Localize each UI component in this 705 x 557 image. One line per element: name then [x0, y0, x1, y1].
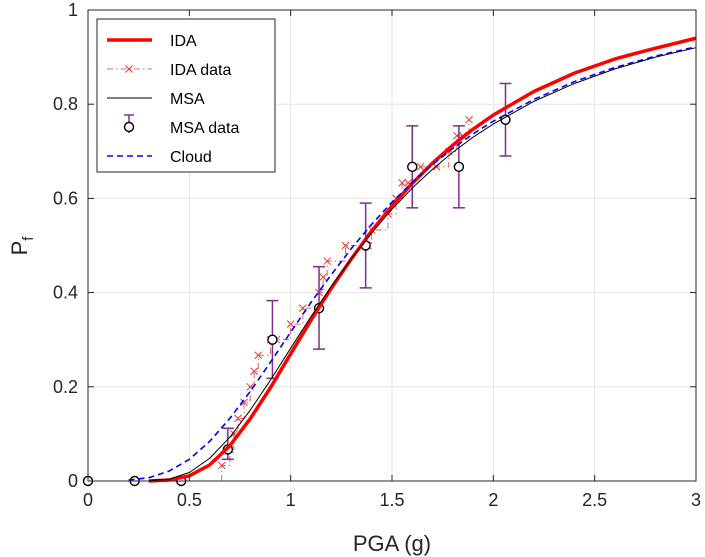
data-point: [407, 161, 418, 173]
y-tick-label: 1: [68, 0, 78, 20]
legend-swatch-marker: [125, 65, 133, 73]
x-tick-label: 2: [488, 490, 498, 510]
data-point: [267, 334, 278, 345]
series-layer: [82, 36, 697, 487]
data-point: [250, 367, 259, 376]
series-line: [148, 36, 697, 483]
legend-label: MSA: [170, 91, 205, 108]
legend-entry: MSA data: [123, 114, 239, 137]
data-point: [416, 162, 425, 171]
data-point: [319, 273, 327, 281]
x-tick-label: 1.5: [379, 490, 404, 510]
data-point: [465, 115, 473, 124]
data-point: [341, 241, 350, 250]
x-tick-label: 2.5: [582, 490, 607, 510]
legend-entry: MSA: [107, 91, 205, 108]
legend-label: MSA data: [170, 120, 239, 137]
data-point: [246, 382, 254, 391]
legend-box: [96, 18, 276, 173]
y-tick-label: 0.8: [53, 94, 78, 114]
legend-label: IDA data: [170, 62, 231, 79]
x-axis-label: PGA (g): [353, 531, 431, 556]
data-point: [286, 320, 295, 329]
series-line: [148, 47, 697, 482]
legend-label: IDA: [170, 33, 197, 50]
y-tick-label: 0: [68, 471, 78, 491]
y-tick-label: 0.4: [53, 283, 78, 303]
x-tick-label: 3: [691, 490, 701, 510]
series-ida: [148, 36, 697, 483]
legend-entry: Cloud: [107, 149, 212, 166]
data-point: [254, 351, 263, 360]
x-tick-label: 0: [83, 490, 93, 510]
y-tick-label: 0.2: [53, 377, 78, 397]
data-point: [234, 414, 242, 423]
legend-entry: IDA: [107, 33, 197, 50]
y-axis-label-subscript: f: [20, 236, 37, 241]
data-point: [432, 162, 441, 171]
data-point: [453, 161, 465, 173]
y-axis-label-main: P: [7, 241, 32, 256]
series-msa: [148, 47, 697, 482]
y-tick-label: 0.6: [53, 188, 78, 208]
legend-label: Cloud: [170, 149, 212, 166]
x-tick-label: 1: [286, 490, 296, 510]
ticks: 0 0.5 1 1.5 2 2.5 3 0 0.2 0.4 0.6 0.8 1: [53, 0, 701, 510]
data-point: [217, 461, 226, 470]
legend: IDA IDA data MSA MSA data Cloud: [96, 18, 276, 173]
data-point: [398, 179, 406, 187]
y-axis-label: Pf: [7, 236, 37, 256]
data-point: [240, 398, 248, 407]
legend-entry: IDA data: [107, 62, 231, 79]
data-point: [323, 257, 332, 265]
legend-swatch: [123, 121, 135, 133]
x-tick-label: 0.5: [177, 490, 202, 510]
